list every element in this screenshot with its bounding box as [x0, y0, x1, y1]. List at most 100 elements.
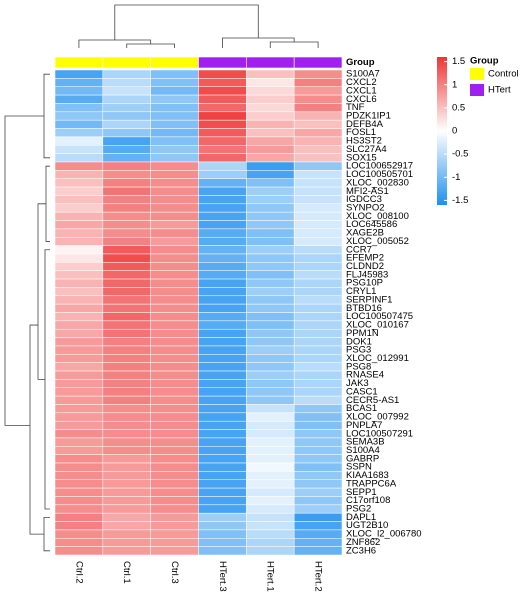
heatmap-cell	[150, 479, 199, 489]
heatmap-cell	[198, 211, 247, 221]
row-label: C17orf108	[346, 495, 390, 506]
heatmap-cell	[102, 236, 151, 246]
heatmap-cell	[198, 170, 247, 179]
heatmap-cell	[54, 278, 104, 288]
heatmap-cell	[102, 512, 151, 522]
heatmap-cell	[293, 529, 343, 539]
colorbar-label: -1.5	[452, 195, 468, 206]
heatmap-cell	[102, 437, 151, 447]
heatmap-cell	[54, 429, 104, 439]
heatmap-cell	[198, 262, 247, 271]
heatmap-cell	[293, 437, 343, 447]
heatmap-cell	[293, 462, 343, 472]
heatmap-cell	[293, 103, 343, 113]
group-annotation	[293, 56, 343, 69]
row-label: DAPL1	[346, 512, 376, 523]
heatmap-cell	[246, 446, 295, 455]
heatmap-cell	[54, 404, 104, 414]
heatmap-cell	[150, 337, 199, 347]
heatmap-cell	[102, 178, 151, 188]
heatmap-cell	[150, 270, 199, 280]
heatmap-cell	[102, 454, 151, 464]
heatmap-cell	[198, 471, 247, 480]
heatmap-cell	[246, 69, 295, 79]
row-label: XLOC_007992	[346, 412, 409, 423]
heatmap-cell	[293, 512, 343, 522]
heatmap-cell	[150, 354, 199, 363]
heatmap-cell	[198, 370, 247, 380]
row-label: XLOC_l2_006780	[346, 529, 422, 540]
heatmap-cell	[293, 78, 343, 87]
row-label: CLDND2	[346, 261, 384, 272]
row-label: CRYL1	[346, 286, 376, 297]
heatmap-cell	[102, 412, 151, 422]
heatmap-cell	[198, 295, 247, 305]
dendrogram	[44, 249, 50, 510]
heatmap-cell	[293, 94, 343, 104]
heatmap-cell	[198, 420, 247, 430]
heatmap-cell	[150, 170, 199, 179]
heatmap-cell	[54, 186, 104, 196]
heatmap-cell	[150, 395, 199, 405]
heatmap-cell	[246, 287, 295, 297]
heatmap-cell	[198, 312, 247, 322]
heatmap-cell	[54, 228, 104, 238]
heatmap-cell	[102, 153, 151, 163]
heatmap-cell	[102, 111, 151, 121]
heatmap-cell	[246, 78, 295, 87]
heatmap-cell	[246, 236, 295, 246]
heatmap-cell	[198, 153, 247, 163]
heatmap-cell	[198, 103, 247, 113]
heatmap-cell	[102, 161, 151, 171]
heatmap-cell	[246, 278, 295, 288]
heatmap-cell	[246, 320, 295, 330]
heatmap-cell	[54, 538, 104, 547]
heatmap-cell	[54, 504, 104, 514]
heatmap-cell	[293, 211, 343, 221]
heatmap-cell	[150, 487, 199, 497]
heatmap-cell	[150, 153, 199, 163]
heatmap-cell	[150, 236, 199, 246]
heatmap-cell	[246, 111, 295, 121]
heatmap-cell	[198, 512, 247, 522]
heatmap-cell	[293, 270, 343, 280]
heatmap-cell	[246, 86, 295, 96]
row-label: SERPINF1	[346, 294, 392, 305]
heatmap-cell	[246, 496, 295, 506]
heatmap-cell	[198, 228, 247, 238]
heatmap-cell	[198, 479, 247, 489]
heatmap-cell	[150, 529, 199, 539]
heatmap-cell	[102, 504, 151, 514]
heatmap-cell	[54, 111, 104, 121]
heatmap-cell	[54, 103, 104, 113]
heatmap-cell	[293, 429, 343, 439]
heatmap-cell	[150, 228, 199, 238]
heatmap-cell	[150, 195, 199, 205]
heatmap-cell	[246, 504, 295, 514]
heatmap-cell	[54, 487, 104, 497]
heatmap-cell	[102, 195, 151, 205]
heatmap-cell	[293, 119, 343, 129]
heatmap-cell	[102, 538, 151, 547]
heatmap-cell	[54, 253, 104, 263]
heatmap-cell	[102, 262, 151, 271]
heatmap-cell	[246, 128, 295, 138]
heatmap-cell	[150, 404, 199, 414]
heatmap-cell	[293, 236, 343, 246]
heatmap-cell	[54, 337, 104, 347]
heatmap-cell	[150, 103, 199, 113]
heatmap-cell	[198, 278, 247, 288]
heatmap-cell	[102, 211, 151, 221]
heatmap-cell	[246, 178, 295, 188]
heatmap-cell	[54, 370, 104, 380]
heatmap-cell	[54, 78, 104, 87]
row-label: XLOC_008100	[346, 211, 409, 222]
heatmap-cell	[54, 295, 104, 305]
heatmap-cell	[150, 211, 199, 221]
heatmap-cell	[246, 437, 295, 447]
heatmap-cell	[293, 262, 343, 271]
heatmap-cell	[246, 328, 295, 338]
heatmap-cell	[54, 328, 104, 338]
heatmap-cell	[150, 437, 199, 447]
